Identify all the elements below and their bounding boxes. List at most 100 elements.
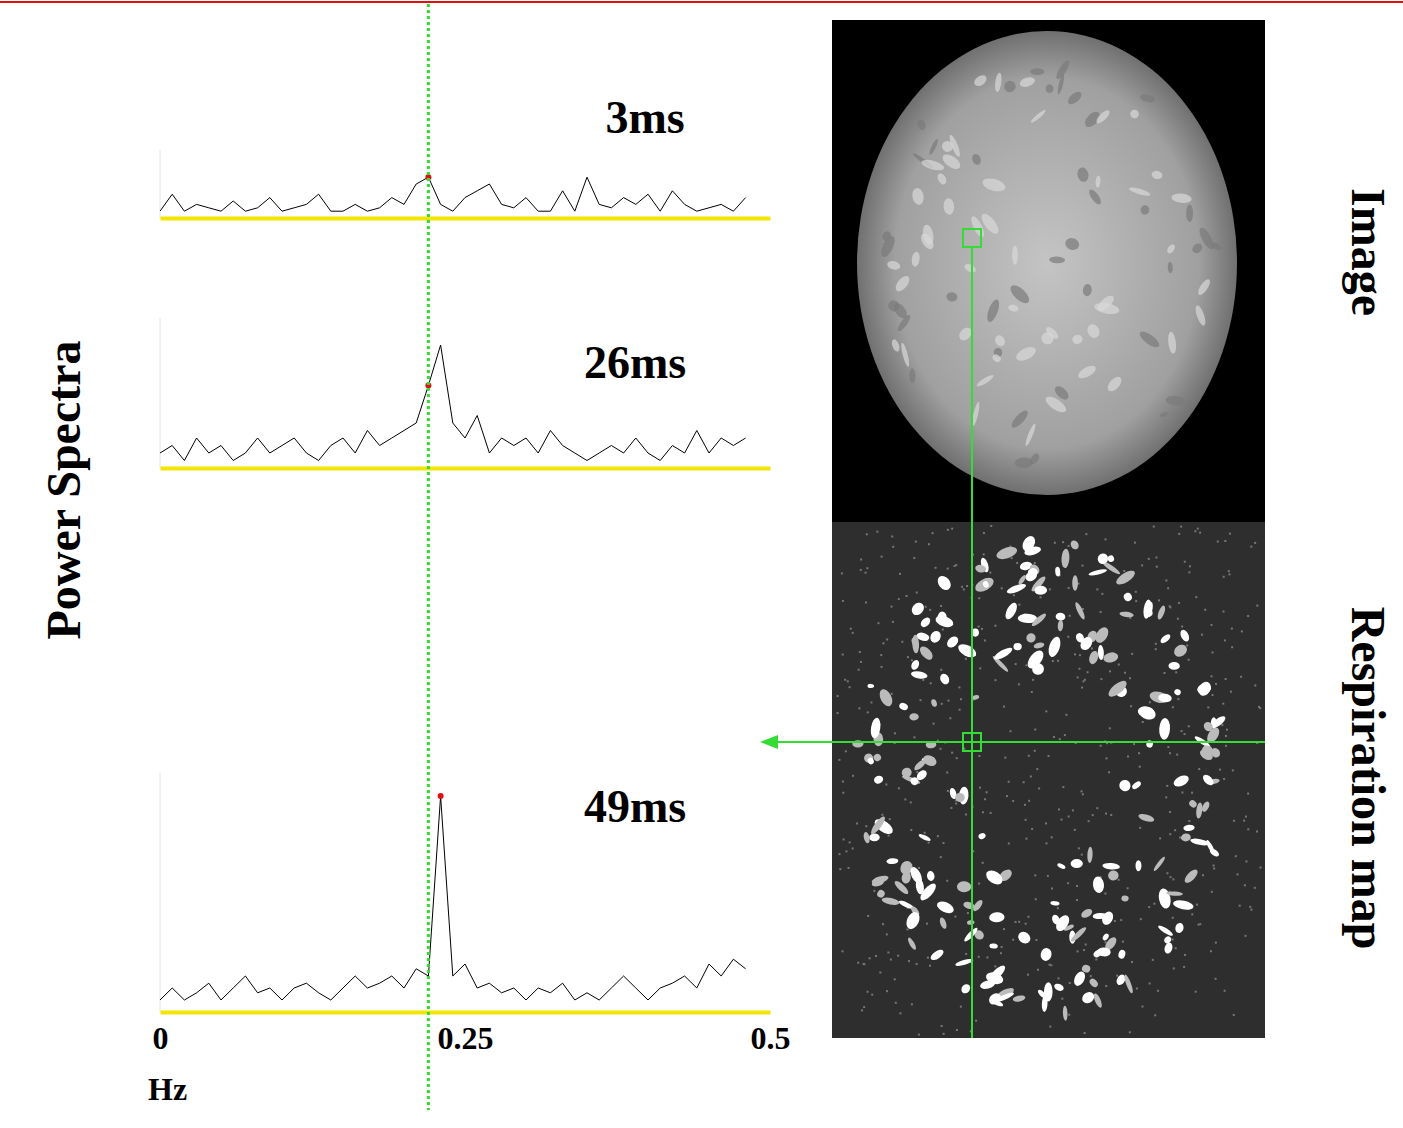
noise: [1129, 677, 1131, 679]
noise: [849, 686, 851, 688]
signal-blob: [1200, 743, 1215, 758]
noise: [1090, 975, 1092, 977]
noise: [950, 807, 952, 809]
noise: [1233, 820, 1235, 822]
noise: [887, 951, 889, 953]
signal-blob: [935, 573, 953, 592]
noise: [1211, 675, 1213, 677]
signal-blob: [910, 670, 928, 680]
noise: [1095, 958, 1097, 960]
noise: [871, 994, 873, 996]
signal-blob: [881, 896, 900, 906]
noise: [1091, 647, 1093, 649]
noise: [1223, 611, 1225, 613]
noise: [946, 880, 948, 882]
noise: [1256, 605, 1258, 607]
noise: [1228, 573, 1230, 575]
noise: [1219, 769, 1221, 771]
noise: [866, 533, 868, 535]
signal-blob: [983, 867, 1005, 887]
texture: [1024, 423, 1037, 447]
signal-blob: [1016, 929, 1033, 946]
signal-blob: [1196, 682, 1212, 696]
noise: [1180, 526, 1182, 528]
noise: [919, 699, 921, 701]
noise: [1045, 710, 1047, 712]
texture: [963, 262, 977, 274]
noise: [927, 957, 929, 959]
signal-blob: [1114, 568, 1137, 587]
noise: [880, 654, 882, 656]
signal-blob: [919, 616, 932, 629]
texture: [1128, 186, 1151, 198]
x-tick-label: 0.25: [438, 1020, 494, 1056]
texture: [1167, 331, 1177, 354]
noise: [1027, 916, 1029, 918]
texture: [994, 72, 1003, 92]
noise: [1068, 1014, 1070, 1016]
noise: [859, 651, 861, 653]
noise: [1201, 634, 1203, 636]
noise: [873, 890, 875, 892]
signal-blob: [1131, 780, 1142, 790]
signal-blob: [1139, 706, 1157, 721]
signal-blob: [957, 881, 972, 892]
noise: [1141, 564, 1143, 566]
texture: [1151, 170, 1163, 180]
noise: [918, 1034, 920, 1036]
noise: [1175, 671, 1177, 673]
noise: [1015, 663, 1017, 665]
noise: [1096, 807, 1098, 809]
noise: [1087, 671, 1089, 673]
noise: [899, 1012, 901, 1014]
noise: [910, 801, 912, 803]
noise: [929, 609, 931, 611]
signal-blob: [987, 963, 1008, 984]
noise: [1105, 985, 1107, 987]
noise: [959, 709, 961, 711]
respiration-image: [832, 522, 1265, 1038]
signal-blob: [1163, 935, 1173, 945]
noise: [865, 601, 867, 603]
noise: [1169, 606, 1171, 608]
texture: [1045, 84, 1054, 94]
noise: [975, 1020, 977, 1022]
noise: [1006, 795, 1008, 797]
signal-blob: [1055, 567, 1061, 577]
noise: [858, 707, 860, 709]
noise: [924, 832, 926, 834]
signal-blob: [938, 672, 950, 686]
noise: [1153, 526, 1155, 528]
signal-blob: [1168, 662, 1180, 670]
texture: [1064, 236, 1081, 252]
noise: [937, 835, 939, 837]
crosshair: [775, 741, 1265, 743]
x-tick-label: 0.5: [751, 1020, 791, 1056]
noise: [1158, 599, 1160, 601]
spectrum-line: [160, 177, 746, 211]
texture: [1087, 188, 1103, 206]
noise: [1226, 729, 1228, 731]
noise: [956, 757, 958, 759]
signal-blob: [1096, 551, 1111, 566]
noise: [1068, 545, 1070, 547]
noise: [1174, 829, 1176, 831]
texture: [928, 138, 939, 156]
texture: [972, 73, 988, 88]
noise: [1157, 990, 1159, 992]
noise: [1228, 570, 1230, 572]
noise: [861, 1009, 863, 1011]
noise: [963, 588, 965, 590]
texture: [981, 176, 1007, 193]
signal-blob: [901, 774, 921, 785]
noise: [982, 811, 984, 813]
signal-blob: [1106, 678, 1129, 699]
noise: [881, 666, 883, 668]
noise: [1001, 587, 1003, 589]
signal-blob: [928, 629, 943, 644]
noise: [978, 626, 980, 628]
noise: [869, 957, 871, 959]
noise: [994, 625, 996, 627]
noise: [1048, 755, 1050, 757]
noise: [881, 556, 883, 558]
